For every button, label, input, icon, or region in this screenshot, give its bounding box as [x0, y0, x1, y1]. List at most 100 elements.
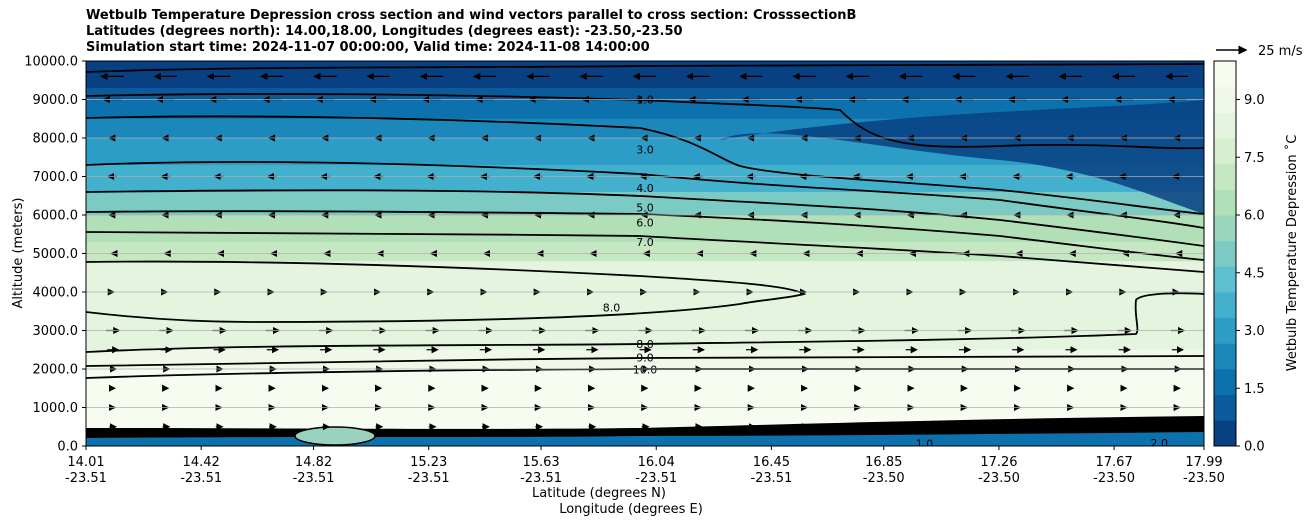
contour-line	[86, 115, 1204, 215]
surface-moist-patch	[294, 426, 376, 446]
x-tick-label-lat: 14.42	[183, 455, 220, 470]
colorbar-segment	[1214, 420, 1236, 447]
x-tick-label-lon: -23.50	[1093, 471, 1135, 486]
x-tick-label-lon: -23.51	[65, 471, 107, 486]
x-tick-label-lat: 16.45	[753, 455, 790, 470]
contour-line	[86, 210, 1204, 261]
depression-band	[86, 87, 1204, 100]
y-tick-label: 6000.0	[33, 209, 79, 224]
y-axis-label: Altitude (meters)	[11, 198, 26, 309]
colorbar-ticks: 0.0 1.5 3.0 4.5 6.0 7.5 9.0	[1236, 93, 1265, 455]
x-tick-label-lat: 17.26	[980, 455, 1017, 470]
colorbar-segment	[1214, 86, 1236, 113]
colorbar-segment	[1214, 292, 1236, 319]
contour-line	[86, 161, 1204, 229]
contour-line	[86, 260, 807, 323]
x-tick-label-lat: 14.01	[67, 455, 104, 470]
colorbar-segment	[1214, 189, 1236, 216]
colorbar-tick-label: 9.0	[1244, 93, 1265, 108]
contour-line	[86, 63, 1204, 73]
x-tick-label-lat: 15.63	[522, 455, 559, 470]
title-line-2: Latitudes (degrees north): 14.00,18.00, …	[86, 24, 683, 39]
colorbar-tick-label: 0.0	[1244, 440, 1265, 455]
contour-line	[86, 231, 1204, 273]
contour-label: 2.0	[1151, 437, 1169, 450]
colorbar-segment	[1214, 215, 1236, 242]
contour-line	[86, 189, 1204, 247]
colorbar-segment	[1214, 163, 1236, 190]
x-tick-label-lon: -23.50	[1183, 471, 1225, 486]
contour-line	[86, 355, 1204, 367]
y-tick-label: 9000.0	[33, 93, 79, 108]
contour-line	[86, 93, 1204, 150]
depression-band	[86, 99, 1204, 120]
x-tick-label-lat: 17.67	[1096, 455, 1133, 470]
x-tick-label-lat: 14.82	[295, 455, 332, 470]
x-tick-label-lat: 17.99	[1185, 455, 1222, 470]
colorbar-segment	[1214, 61, 1236, 88]
depression-band	[86, 191, 1204, 216]
x-tick-label-lat: 16.85	[865, 455, 902, 470]
y-tick-label: 2000.0	[33, 363, 79, 378]
colorbar-frame	[1213, 60, 1237, 447]
y-tick-label: 5000.0	[33, 247, 79, 262]
contour-line	[86, 292, 1204, 353]
colorbar-segment	[1214, 112, 1236, 139]
colorbar-tick-label: 1.5	[1244, 382, 1265, 397]
chart-title: Wetbulb Temperature Depression cross sec…	[86, 8, 856, 56]
colorbar-segment	[1214, 266, 1236, 293]
surface-layer	[86, 416, 1204, 446]
contour-label: 8.0	[603, 301, 621, 314]
x-tick-label-lon: -23.51	[408, 471, 450, 486]
y-tick-label: 1000.0	[33, 401, 79, 416]
colorbar	[1214, 61, 1236, 447]
contour-label: 7.0	[636, 236, 654, 249]
contour-label: 3.0	[636, 144, 654, 157]
x-axis: 14.01-23.5114.42-23.5114.82-23.5115.23-2…	[65, 446, 1225, 486]
y-tick-label: 0.0	[57, 440, 78, 455]
colorbar-segment	[1214, 317, 1236, 344]
depression-band	[720, 100, 1204, 214]
depression-band	[86, 369, 1204, 424]
title-line-3: Simulation start time: 2024-11-07 00:00:…	[86, 40, 650, 55]
x-axis-label-latitude: Latitude (degrees N)	[532, 486, 666, 501]
x-tick-label-lon: -23.50	[863, 471, 905, 486]
depression-band	[86, 261, 1204, 308]
x-tick-label-lon: -23.51	[635, 471, 677, 486]
depression-band	[86, 349, 1204, 370]
x-tick-label-lon: -23.51	[180, 471, 222, 486]
colorbar-segment	[1214, 343, 1236, 370]
colorbar-tick-label: 3.0	[1244, 324, 1265, 339]
y-tick-label: 4000.0	[33, 286, 79, 301]
y-axis: 0.0 1000.0 2000.0 3000.0 4000.0 5000.0 6000.0 7…	[24, 55, 86, 455]
x-tick-label-lon: -23.51	[293, 471, 335, 486]
contour-label: 9.0	[636, 351, 654, 364]
contour-label: 10.0	[633, 363, 658, 376]
horizontal-gridlines	[86, 99, 1204, 408]
colorbar-label: Wetbulb Temperature Depression ˚C	[1284, 135, 1300, 372]
x-tick-label-lon: -23.51	[520, 471, 562, 486]
x-tick-label-lat: 15.23	[410, 455, 447, 470]
colorbar-segment	[1214, 240, 1236, 267]
colorbar-tick-label: 6.0	[1244, 209, 1265, 224]
x-axis-label-longitude: Longitude (degrees E)	[559, 502, 703, 517]
colorbar-tick-label: 7.5	[1244, 151, 1265, 166]
colorbar-segment	[1214, 369, 1236, 396]
x-tick-label-lon: -23.51	[750, 471, 792, 486]
y-tick-label: 3000.0	[33, 324, 79, 339]
contour-label: 1.0	[916, 438, 934, 451]
y-tick-label: 10000.0	[24, 55, 78, 70]
x-tick-label-lon: -23.50	[978, 471, 1020, 486]
x-tick-label-lat: 16.04	[638, 455, 675, 470]
contour-label: 4.0	[636, 182, 654, 195]
colorbar-segment	[1214, 394, 1236, 421]
plot-area: 1.03.04.05.06.07.08.08.09.010.01.0 2.0	[86, 61, 1204, 451]
y-tick-label: 8000.0	[33, 132, 79, 147]
y-tick-label: 7000.0	[33, 170, 79, 185]
title-line-1: Wetbulb Temperature Depression cross sec…	[86, 8, 857, 23]
contour-labels: 1.03.04.05.06.07.08.08.09.010.01.0 2.0	[603, 94, 1169, 451]
depression-fill	[86, 61, 1204, 446]
colorbar-segment	[1214, 138, 1236, 165]
contour-label: 6.0	[636, 217, 654, 230]
